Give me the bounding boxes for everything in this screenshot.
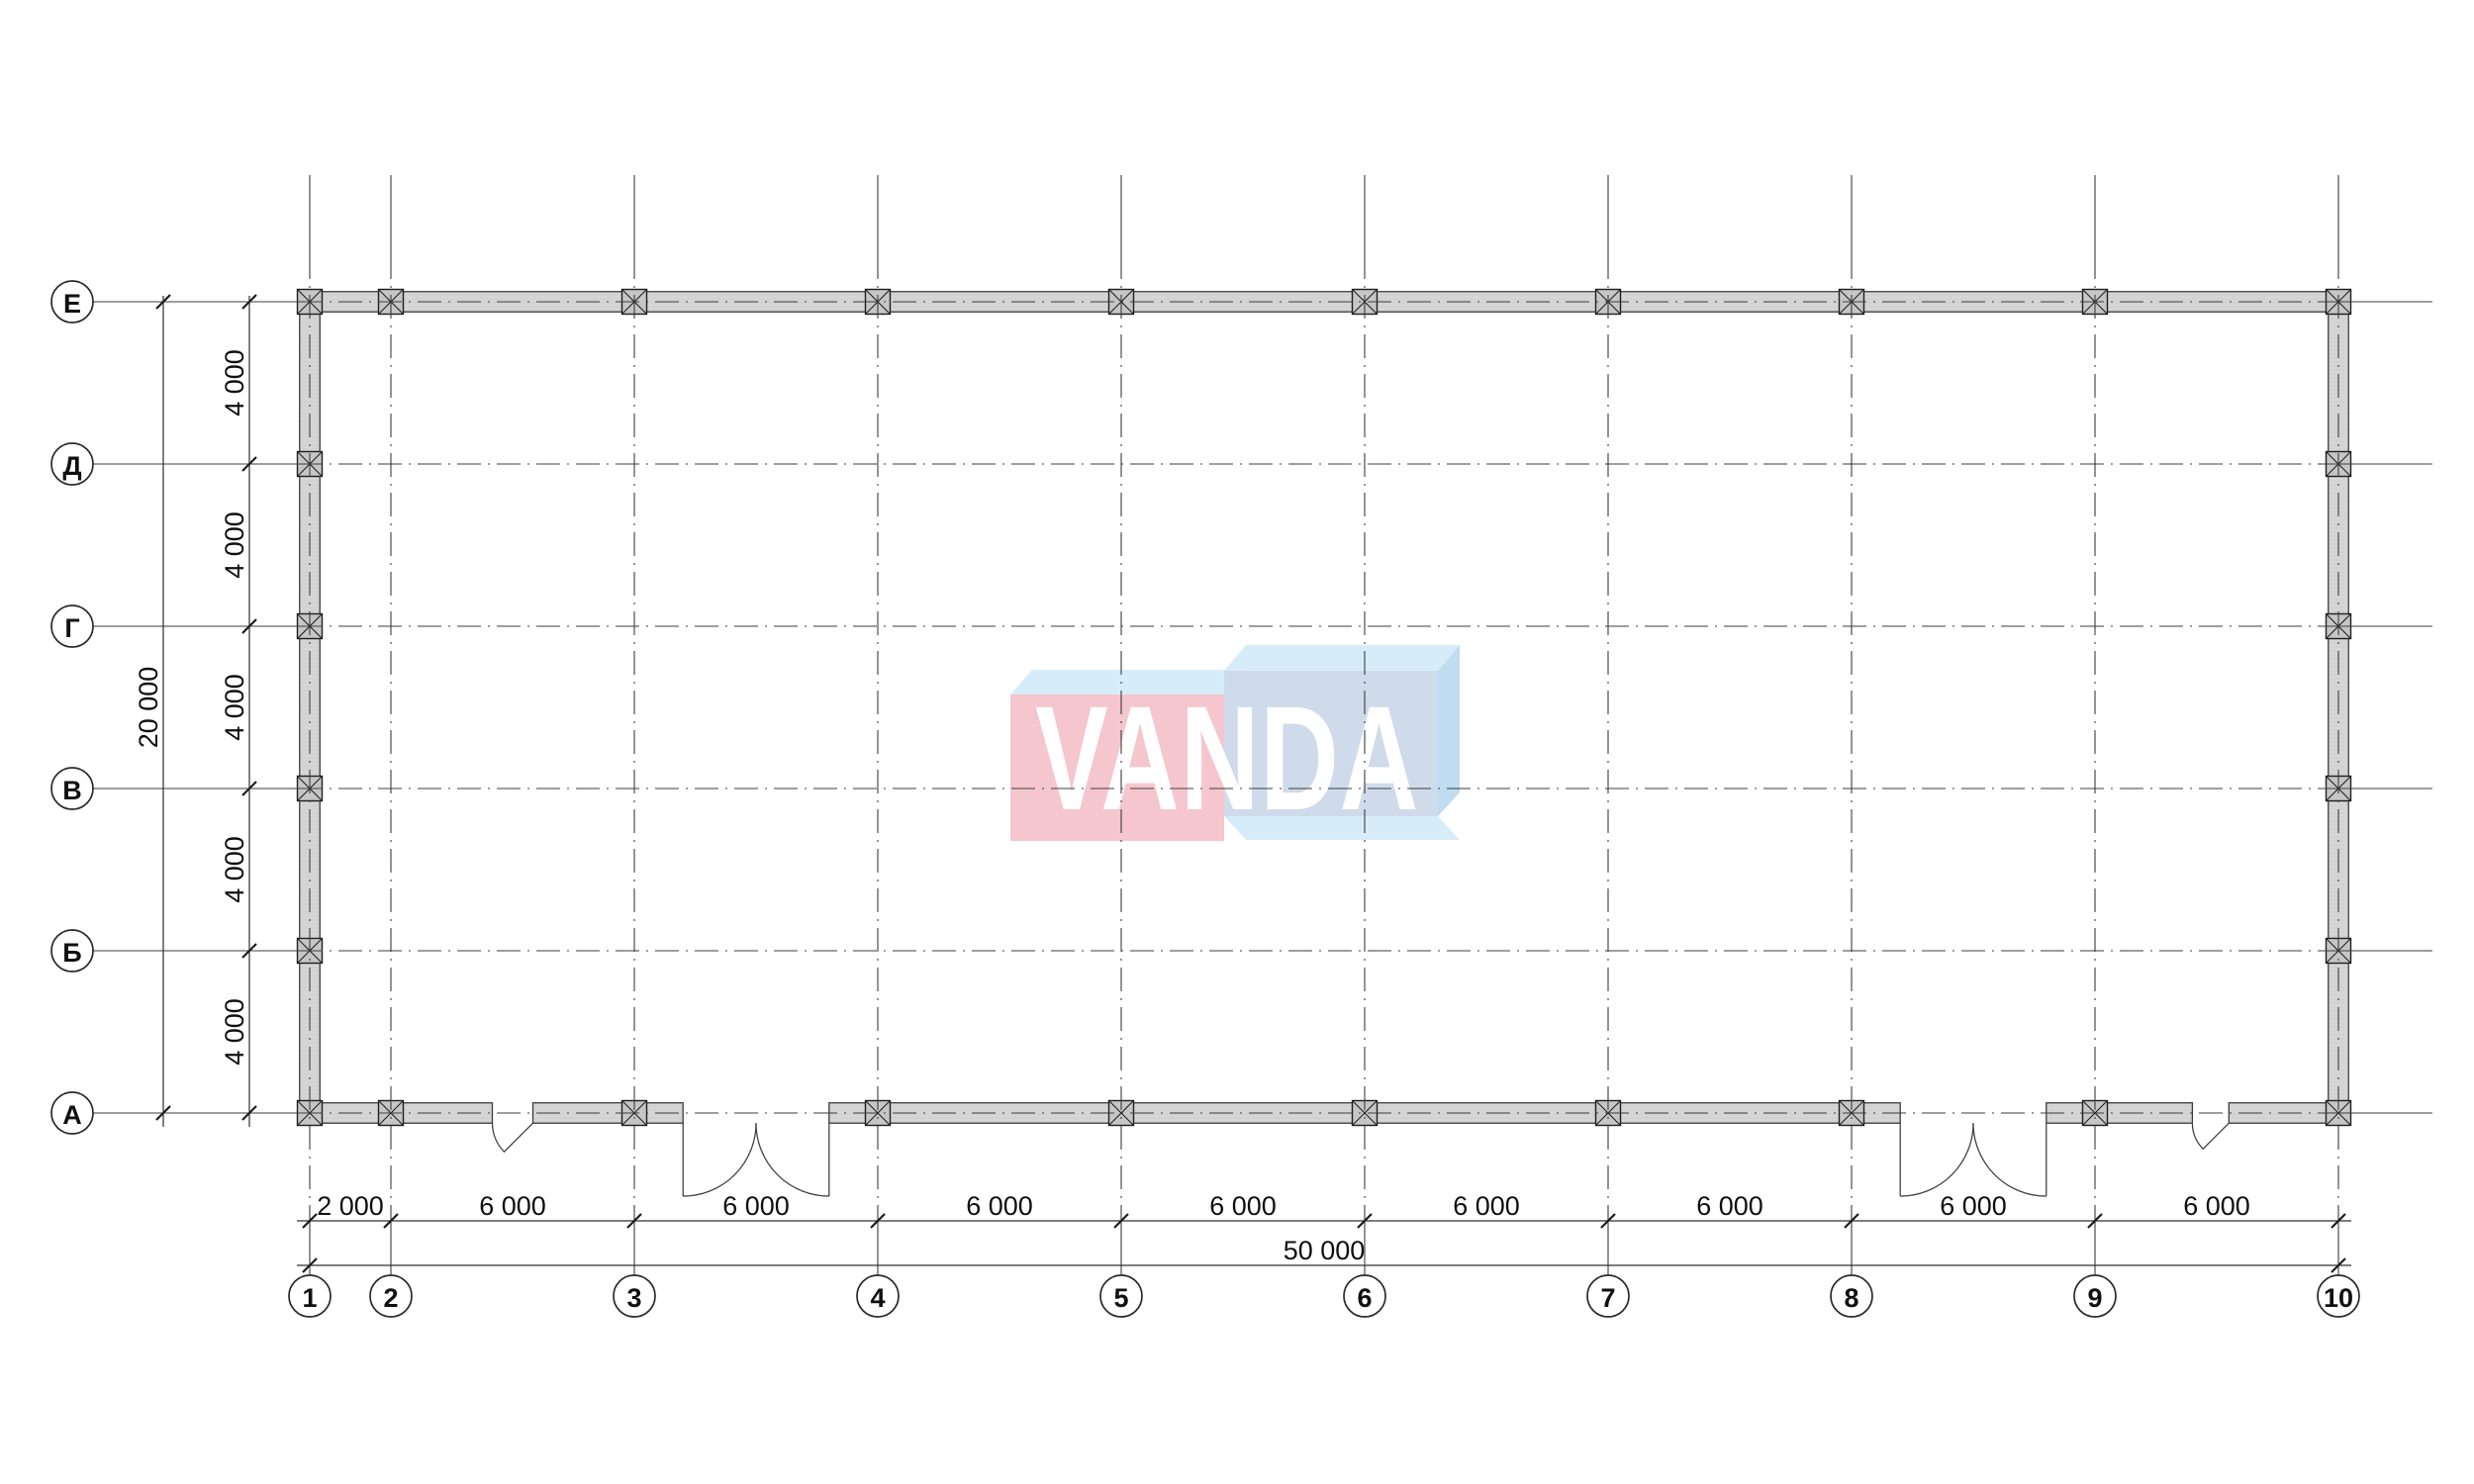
bottom-dimension-label: 6 000	[1209, 1191, 1277, 1221]
bottom-dimension-label: 2 000	[317, 1191, 384, 1221]
col-bubble-label-2: 2	[383, 1283, 398, 1313]
bottom-dimension-label: 6 000	[1453, 1191, 1520, 1221]
col-bubble-label-1: 1	[302, 1283, 317, 1313]
dimension-tick	[302, 1213, 318, 1229]
col-bubble-label-5: 5	[1113, 1283, 1128, 1313]
col-bubble-label-6: 6	[1357, 1283, 1372, 1313]
left-dimension-label: 4 000	[220, 836, 249, 903]
bottom-dimension-label: 6 000	[2183, 1191, 2250, 1221]
dimension-tick	[241, 618, 257, 634]
vanda-watermark: VANDA	[1010, 645, 1460, 841]
dimension-tick	[241, 456, 257, 472]
col-bubble-label-7: 7	[1600, 1283, 1615, 1313]
dimension-tick	[1600, 1213, 1616, 1229]
col-bubble-3	[613, 1274, 656, 1318]
bottom-dimension-label: 6 000	[1696, 1191, 1763, 1221]
double-door-swing	[683, 1123, 757, 1197]
logo-blue-bottom-face	[1224, 816, 1460, 840]
dimension-tick	[241, 943, 257, 959]
logo-wordmark: VANDA	[1035, 675, 1419, 841]
bottom-total-dimension-label: 50 000	[1284, 1236, 1366, 1265]
row-bubble-label-Е: Е	[63, 289, 81, 319]
single-door-swing	[2191, 1122, 2230, 1151]
dimension-tick	[241, 781, 257, 796]
row-bubble-Е	[50, 280, 94, 324]
bottom-dimension-label: 6 000	[966, 1191, 1033, 1221]
logo-blue-top-face	[1224, 645, 1460, 671]
bottom-dimension-label: 6 000	[1940, 1191, 2007, 1221]
dimension-tick	[1844, 1213, 1859, 1229]
row-bubble-label-Д: Д	[62, 451, 81, 481]
col-bubble-label-9: 9	[2087, 1283, 2102, 1313]
row-bubble-А	[50, 1091, 94, 1135]
col-bubble-1	[288, 1274, 332, 1318]
logo-pink-top-face	[1010, 670, 1246, 695]
row-bubble-label-А: А	[62, 1100, 82, 1130]
dimension-tick	[383, 1213, 399, 1229]
row-bubble-label-Б: Б	[62, 938, 81, 968]
row-bubble-label-В: В	[62, 776, 82, 805]
dimension-tick	[241, 1105, 257, 1121]
col-bubble-label-3: 3	[626, 1283, 641, 1313]
logo-pink-front-face	[1010, 695, 1224, 841]
logo-blue-side-face	[1438, 645, 1460, 816]
column-x-diagonal	[865, 1100, 891, 1126]
column-x-diagonal	[1352, 1100, 1378, 1126]
dimension-tick	[2087, 1213, 2103, 1229]
col-bubble-label-4: 4	[870, 1283, 885, 1313]
left-dimension-label: 4 000	[220, 511, 249, 579]
double-door-swing	[1900, 1123, 1974, 1197]
dimension-tick	[626, 1213, 642, 1229]
dimension-tick	[302, 1257, 318, 1273]
col-bubble-8	[1830, 1274, 1873, 1318]
left-total-dimension-label: 20 000	[134, 667, 163, 749]
left-dimension-label: 4 000	[220, 674, 249, 741]
col-bubble-label-8: 8	[1844, 1283, 1858, 1313]
row-bubble-label-Г: Г	[64, 613, 79, 643]
dimension-tick	[2331, 1213, 2346, 1229]
double-door-swing	[755, 1123, 829, 1197]
col-bubble-label-10: 10	[2324, 1283, 2353, 1313]
col-bubble-7	[1586, 1274, 1630, 1318]
row-bubble-Д	[50, 442, 94, 486]
dimension-tick	[870, 1213, 886, 1229]
bottom-dimension-label: 6 000	[479, 1191, 546, 1221]
col-bubble-6	[1343, 1274, 1386, 1318]
bottom-dimension-label: 6 000	[722, 1191, 790, 1221]
col-bubble-4	[856, 1274, 900, 1318]
dimension-tick	[241, 294, 257, 310]
col-bubble-5	[1099, 1274, 1143, 1318]
col-bubble-2	[369, 1274, 413, 1318]
left-dimension-label: 4 000	[220, 998, 249, 1066]
dimension-tick	[1357, 1213, 1373, 1229]
double-door-swing	[1972, 1123, 2046, 1197]
row-bubble-Г	[50, 604, 94, 648]
dimension-tick	[155, 1105, 171, 1121]
logo-blue-front-face	[1224, 671, 1438, 816]
left-dimension-label: 4 000	[220, 349, 249, 417]
row-bubble-В	[50, 767, 94, 810]
col-bubble-10	[2317, 1274, 2360, 1318]
single-door-swing	[491, 1122, 533, 1154]
row-bubble-Б	[50, 929, 94, 973]
dimension-tick	[155, 294, 171, 310]
col-bubble-9	[2073, 1274, 2117, 1318]
dimension-tick	[2331, 1257, 2346, 1273]
dimension-tick	[1113, 1213, 1129, 1229]
